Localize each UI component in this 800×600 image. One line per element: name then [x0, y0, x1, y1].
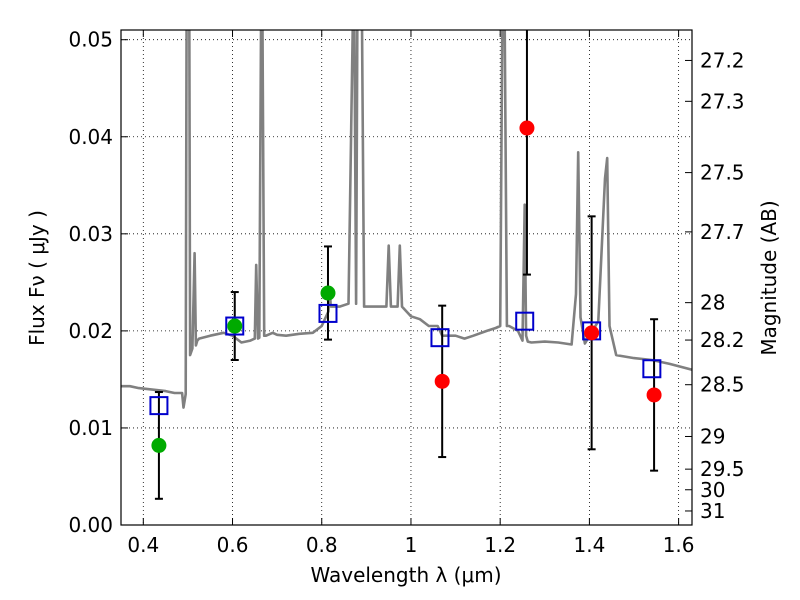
model-photometry-square	[430, 328, 450, 348]
y-tick-label: 0.01	[68, 416, 113, 440]
y-tick-label: 0.02	[68, 319, 113, 343]
model-photometry-square	[318, 303, 338, 323]
x-tick-label: 0.8	[306, 533, 338, 557]
ticks	[121, 30, 692, 526]
mag-tick-label: 29	[700, 424, 725, 448]
mag-tick-label: 27.5	[700, 161, 745, 185]
y-tick-label: 0.03	[68, 222, 113, 246]
x-tick-label: 1.6	[663, 533, 695, 557]
x-axis-label: Wavelength λ (μm)	[310, 563, 501, 587]
mag-tick-label: 27.3	[700, 89, 745, 113]
mag-tick-label: 27.7	[700, 220, 745, 244]
x-tick-label: 1.4	[573, 533, 605, 557]
markers	[149, 120, 662, 453]
mag-tick-label: 30	[700, 478, 725, 502]
green-data-point	[227, 318, 243, 334]
mag-tick-label: 27.2	[700, 48, 745, 72]
model-photometry-square	[642, 359, 662, 379]
spectrum-line	[121, 30, 692, 409]
red-data-point	[434, 373, 450, 389]
model-photometry-square	[225, 316, 245, 336]
green-data-point	[320, 285, 336, 301]
x-tick-label: 1	[405, 533, 418, 557]
x-tick-label: 0.4	[127, 533, 159, 557]
red-data-point	[584, 325, 600, 341]
mag-tick-label: 28.5	[700, 373, 745, 397]
mag-tick-label: 28.2	[700, 328, 745, 352]
tick-labels: 0.4 0.6 0.8 1 1.2 1.4 1.6 0.00 0.01 0.02 0.03 0.04 0…	[68, 28, 744, 557]
y-axis-label: Flux Fν ( μJy )	[25, 210, 49, 346]
model-photometry-square	[515, 311, 535, 331]
y-tick-label: 0.00	[68, 513, 113, 537]
red-data-point	[519, 120, 535, 136]
plot-frame	[120, 29, 693, 526]
y-tick-label: 0.05	[68, 28, 113, 52]
x-tick-label: 0.6	[217, 533, 249, 557]
y-tick-label: 0.04	[68, 125, 113, 149]
y-axis-right-label: Magnitude (AB)	[757, 200, 781, 355]
x-tick-label: 1.2	[484, 533, 516, 557]
model-photometry-square	[149, 396, 169, 416]
mag-tick-label: 31	[700, 499, 725, 523]
mag-tick-label: 28	[700, 291, 725, 315]
mag-tick-label: 29.5	[700, 457, 745, 481]
grid	[121, 30, 692, 526]
green-data-point	[151, 437, 167, 453]
spectrum-layer	[121, 30, 692, 409]
red-data-point	[646, 387, 662, 403]
